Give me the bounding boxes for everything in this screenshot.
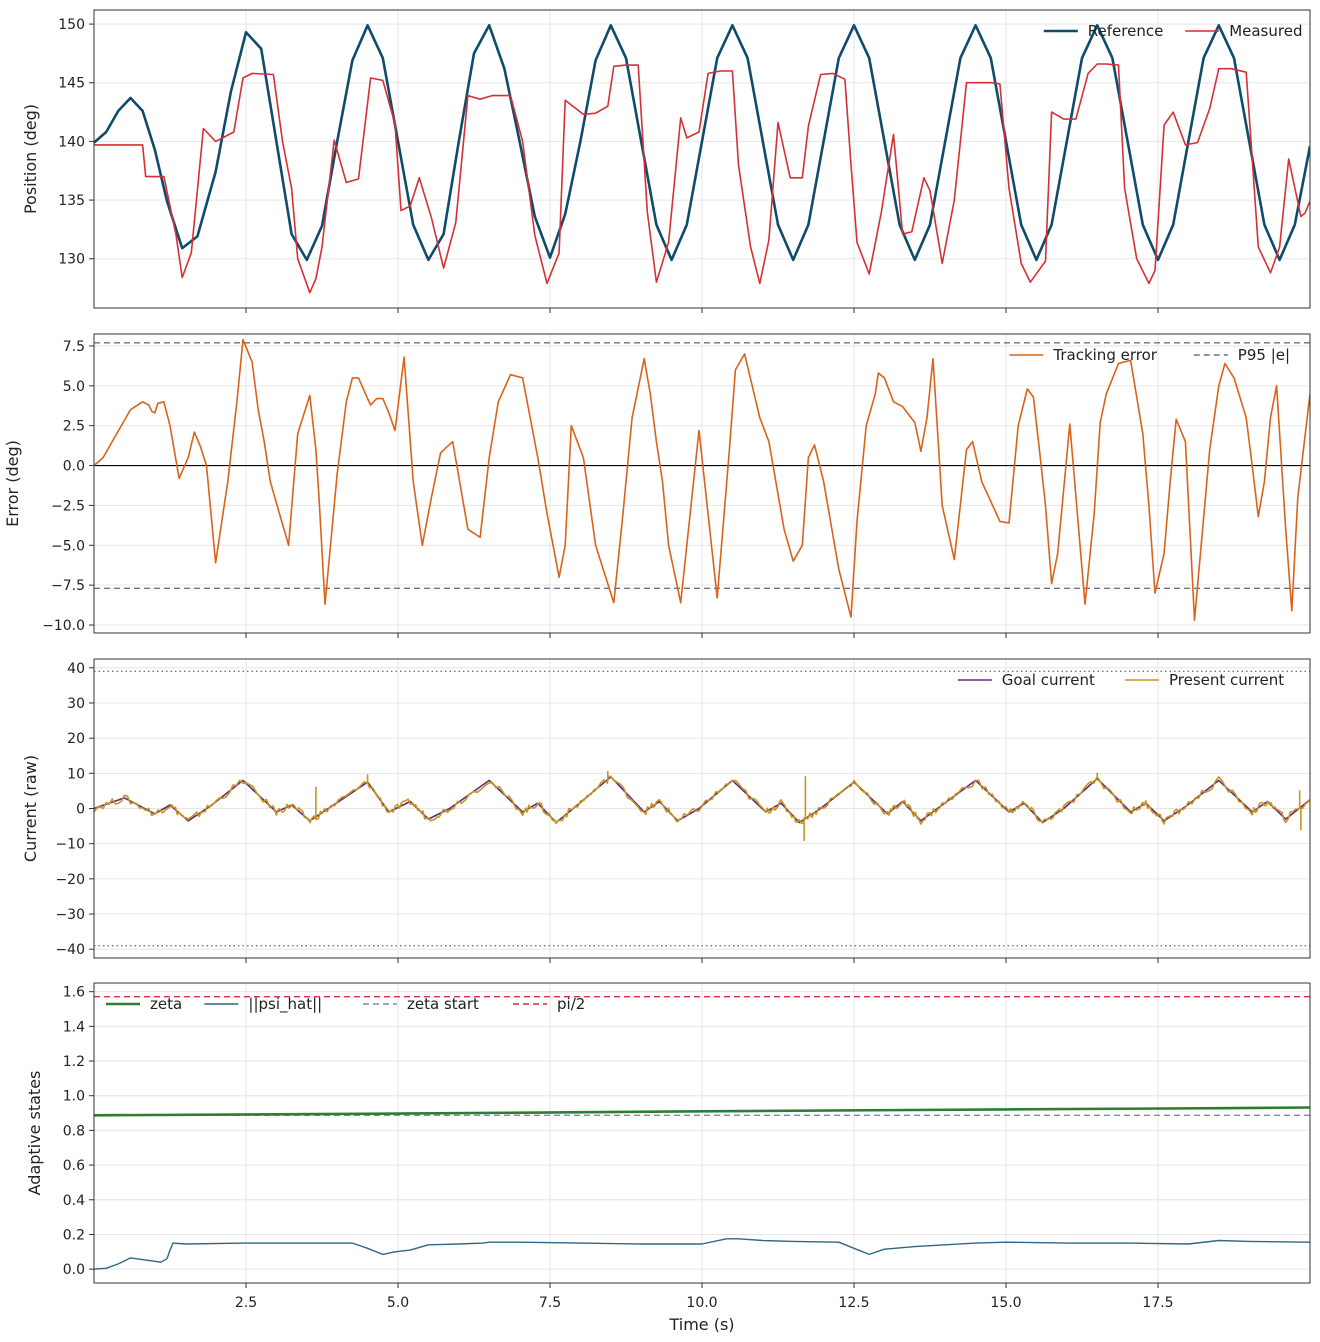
y-tick-label: 135 bbox=[58, 193, 85, 209]
series-line-measured bbox=[94, 63, 1310, 294]
y-tick-label: −2.5 bbox=[51, 498, 85, 514]
y-tick-label: 130 bbox=[58, 252, 85, 268]
legend: Tracking error P95 |e| bbox=[1009, 346, 1290, 364]
x-tick-label: 7.5 bbox=[539, 1295, 561, 1311]
y-tick-label: 10 bbox=[67, 766, 85, 782]
plot-area bbox=[94, 24, 1310, 294]
y-tick-label: 2.5 bbox=[63, 419, 85, 435]
y-tick-label: 0.2 bbox=[63, 1227, 85, 1243]
y-tick-label: 145 bbox=[58, 76, 85, 92]
series-line-reference bbox=[94, 24, 1310, 262]
x-tick-label: 17.5 bbox=[1142, 1295, 1173, 1311]
y-tick-label: 0.0 bbox=[63, 459, 85, 475]
y-tick-label: −40 bbox=[55, 942, 85, 958]
legend: Goal current Present current bbox=[957, 671, 1284, 689]
y-tick-label: 20 bbox=[67, 731, 85, 747]
series-line-tracking-error bbox=[94, 338, 1310, 621]
y-tick-label: −30 bbox=[55, 907, 85, 923]
x-tick-label: 2.5 bbox=[235, 1295, 257, 1311]
legend-label: Measured bbox=[1229, 22, 1302, 40]
y-tick-label: 150 bbox=[58, 17, 85, 33]
x-tick-label: 12.5 bbox=[838, 1295, 869, 1311]
y-tick-label: 1.4 bbox=[63, 1019, 85, 1035]
y-tick-label: 140 bbox=[58, 134, 85, 150]
legend-label: zeta start bbox=[407, 995, 479, 1013]
x-tick-label: 10.0 bbox=[686, 1295, 717, 1311]
y-tick-label: −7.5 bbox=[51, 578, 85, 594]
y-axis-label: Position (deg) bbox=[21, 104, 40, 214]
y-tick-label: 0.4 bbox=[63, 1193, 85, 1209]
series-line--psi-hat- bbox=[94, 1238, 1310, 1270]
y-tick-label: 0.8 bbox=[63, 1123, 85, 1139]
panel-4: 1.6 1.4 1.2 1.0 0.8 0.6 0.4 0.2 0.0 2.5 5.0 7.5 10.0… bbox=[25, 982, 1311, 1334]
y-tick-label: −10.0 bbox=[42, 618, 85, 634]
plot-area bbox=[94, 338, 1310, 621]
y-tick-label: 0.6 bbox=[63, 1158, 85, 1174]
x-axis-label: Time (s) bbox=[668, 1315, 734, 1334]
y-tick-label: 30 bbox=[67, 696, 85, 712]
y-tick-label: −20 bbox=[55, 872, 85, 888]
panel-1: 130 135 140 145 150 Position (deg) Reference Me… bbox=[21, 9, 1311, 313]
y-tick-label: 1.6 bbox=[63, 985, 85, 1001]
legend-label: Present current bbox=[1169, 671, 1284, 689]
y-tick-label: 0 bbox=[76, 802, 85, 818]
y-axis-label: Adaptive states bbox=[25, 1071, 44, 1196]
y-tick-label: −5.0 bbox=[51, 538, 85, 554]
y-tick-label: 7.5 bbox=[63, 339, 85, 355]
panel-3: 40 30 20 10 0 −10 −20 −30 −40 Current (raw) Goal c… bbox=[21, 658, 1311, 963]
y-tick-label: 40 bbox=[67, 661, 85, 677]
legend-label: Goal current bbox=[1002, 671, 1095, 689]
y-tick-label: 1.0 bbox=[63, 1089, 85, 1105]
legend: zeta ||psi_hat|| zeta start pi/2 bbox=[106, 995, 585, 1014]
y-axis-label: Error (deg) bbox=[3, 440, 22, 527]
x-tick-label: 15.0 bbox=[990, 1295, 1021, 1311]
x-tick-label: 5.0 bbox=[387, 1295, 409, 1311]
legend-label: pi/2 bbox=[557, 995, 585, 1013]
y-tick-label: 0.0 bbox=[63, 1262, 85, 1278]
legend-label: Reference bbox=[1088, 22, 1164, 40]
panel-2: 7.5 5.0 2.5 0.0 −2.5 −5.0 −7.5 −10.0 Error (deg)… bbox=[3, 333, 1311, 638]
legend: Reference Measured bbox=[1043, 22, 1302, 40]
y-tick-label: 1.2 bbox=[63, 1054, 85, 1070]
plot-area bbox=[94, 996, 1310, 1270]
y-tick-label: 5.0 bbox=[63, 379, 85, 395]
series-line-zeta bbox=[94, 1106, 1310, 1117]
legend-label: P95 |e| bbox=[1238, 346, 1290, 364]
legend-label: zeta bbox=[150, 995, 182, 1013]
y-tick-label: −10 bbox=[55, 837, 85, 853]
legend-label: Tracking error bbox=[1052, 346, 1157, 364]
plot-area bbox=[94, 670, 1310, 947]
series-line-present-current bbox=[94, 770, 1310, 841]
legend-label: ||psi_hat|| bbox=[248, 995, 322, 1014]
y-axis-label: Current (raw) bbox=[21, 755, 40, 862]
